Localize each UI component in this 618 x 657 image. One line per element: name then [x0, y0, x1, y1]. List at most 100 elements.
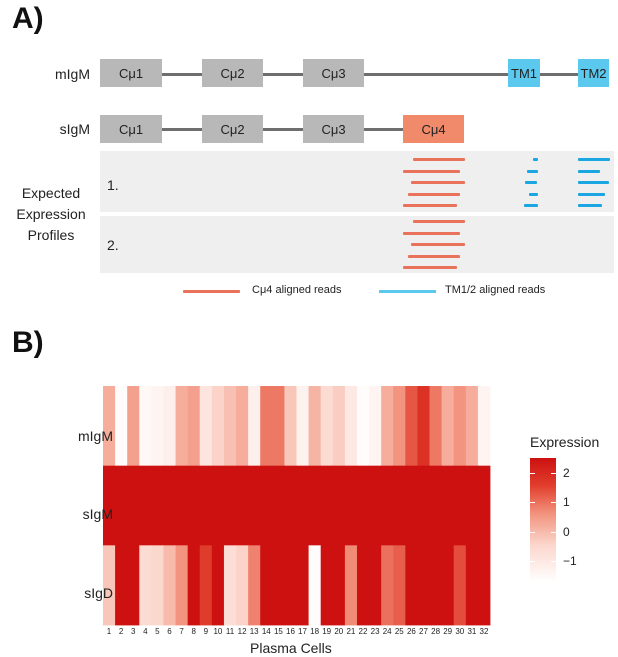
heatmap-cell-sIgD-9	[199, 545, 213, 626]
heatmap-cell-mIgM-18	[308, 386, 322, 467]
mIgM-exon-cu3: Cμ3	[303, 59, 364, 87]
heatmap-cell-sIgD-24	[381, 545, 394, 626]
heatmap-cell-sIgM-32	[477, 465, 491, 546]
read-tm	[525, 181, 537, 184]
heatmap-cell-sIgD-1	[103, 545, 116, 626]
x-tick-label: 20	[334, 627, 344, 636]
heatmap-cell-sIgM-5	[151, 465, 164, 546]
profile-2-band	[100, 216, 614, 273]
heatmap-cell-sIgD-23	[369, 545, 382, 626]
colorbar-tick-mark	[551, 531, 556, 533]
heatmap-cell-sIgD-6	[163, 545, 176, 626]
heatmap-cell-sIgM-12	[236, 465, 249, 546]
heatmap-cell-mIgM-16	[284, 386, 297, 467]
colorbar-tick-mark	[551, 561, 556, 563]
x-tick-label: 32	[479, 627, 489, 636]
sIgM-row-label: sIgM	[59, 121, 90, 137]
heatmap-cell-mIgM-22	[356, 386, 370, 467]
heatmap-cell-sIgM-16	[284, 465, 297, 546]
heatmap-cell-mIgM-26	[405, 386, 418, 467]
heatmap-cell-mIgM-6	[163, 386, 176, 467]
heatmap-cell-mIgM-32	[477, 386, 491, 467]
colorbar-tick-mark	[530, 531, 535, 533]
read-tm	[524, 204, 538, 207]
heatmap-cell-sIgD-27	[417, 545, 430, 626]
heatmap-cell-mIgM-1	[103, 386, 116, 467]
mIgM-exon-cu2: Cμ2	[202, 59, 263, 87]
heatmap-cell-sIgD-7	[175, 545, 189, 626]
heatmap-cell-mIgM-25	[393, 386, 406, 467]
heatmap-cell-mIgM-8	[187, 386, 201, 467]
x-tick-label: 14	[261, 627, 271, 636]
x-tick-label: 7	[179, 627, 184, 636]
x-tick-label: 12	[237, 627, 247, 636]
heatmap-cell-sIgM-2	[115, 465, 128, 546]
heatmap-cell-mIgM-9	[199, 386, 213, 467]
x-tick-label: 11	[225, 627, 235, 636]
heatmap-cell-mIgM-10	[211, 386, 225, 467]
heatmap-cell-sIgM-26	[405, 465, 418, 546]
panel-b-label: B)	[12, 326, 44, 359]
x-tick-label: 5	[155, 627, 160, 636]
x-tick-label: 6	[167, 627, 172, 636]
x-tick-label: 15	[273, 627, 283, 636]
heatmap-cell-mIgM-3	[127, 386, 140, 467]
colorbar-tick-mark	[551, 472, 556, 474]
heatmap-cell-sIgD-12	[236, 545, 249, 626]
heatmap-cell-sIgD-5	[151, 545, 164, 626]
x-tick-label: 16	[286, 627, 295, 636]
profile-1-number: 1.	[107, 177, 119, 193]
read-c4	[408, 193, 460, 196]
read-tm	[578, 193, 605, 196]
colorbar-tick-label: 0	[563, 524, 570, 539]
heatmap-cell-sIgM-20	[332, 465, 346, 546]
legend-c4-swatch	[183, 290, 240, 293]
heatmap-cell-mIgM-14	[260, 386, 273, 467]
heatmap-cell-sIgM-21	[344, 465, 358, 546]
heatmap-cell-sIgD-18	[308, 545, 322, 626]
heatmap-cell-mIgM-24	[381, 386, 394, 467]
read-tm	[578, 158, 610, 161]
x-tick-label: 17	[298, 627, 307, 636]
heatmap-cell-sIgD-22	[356, 545, 370, 626]
read-tm	[578, 181, 609, 184]
heatmap-cell-mIgM-21	[344, 386, 358, 467]
colorbar-tick-mark	[530, 472, 535, 474]
heatmap-cell-mIgM-29	[441, 386, 455, 467]
heatmap-cell-mIgM-31	[465, 386, 479, 467]
heatmap-cell-sIgM-22	[356, 465, 370, 546]
heatmap-cell-sIgM-7	[175, 465, 189, 546]
heatmap-cell-sIgM-18	[308, 465, 322, 546]
heatmap-cell-sIgM-19	[320, 465, 334, 546]
heatmap-cell-sIgD-30	[453, 545, 467, 626]
x-tick-label: 2	[118, 627, 124, 636]
heatmap-cell-sIgM-27	[417, 465, 430, 546]
heatmap-cell-sIgM-3	[127, 465, 140, 546]
colorbar-tick-label: −1	[563, 554, 577, 569]
heatmap-cell-mIgM-20	[332, 386, 346, 467]
legend-tm-label: TM1/2 aligned reads	[445, 284, 546, 296]
heatmap-row-label-sIgD: sIgD	[84, 585, 113, 601]
colorbar-tick-label: 2	[563, 465, 570, 480]
x-tick-label: 25	[394, 627, 404, 636]
heatmap-cell-sIgM-25	[393, 465, 406, 546]
x-tick-label: 31	[467, 627, 477, 636]
heatmap-cell-sIgD-20	[332, 545, 346, 626]
heatmap-cell-mIgM-2	[115, 386, 128, 467]
heatmap-cell-mIgM-5	[151, 386, 164, 467]
heatmap-cell-mIgM-13	[248, 386, 261, 467]
x-tick-label: 1	[106, 627, 112, 636]
heatmap-cell-sIgD-10	[211, 545, 225, 626]
read-tm	[533, 158, 538, 161]
x-tick-label: 26	[406, 627, 416, 636]
sIgM-exon-cu3: Cμ3	[303, 115, 364, 143]
read-c4	[408, 255, 460, 258]
read-tm	[578, 204, 602, 207]
heatmap-cell-sIgD-19	[320, 545, 334, 626]
x-tick-label: 27	[419, 627, 428, 636]
read-tm	[527, 170, 538, 173]
colorbar-gradient	[530, 458, 556, 582]
legend-c4-label: Cμ4 aligned reads	[252, 284, 342, 296]
read-c4	[413, 220, 465, 223]
heatmap-cell-sIgD-14	[260, 545, 273, 626]
